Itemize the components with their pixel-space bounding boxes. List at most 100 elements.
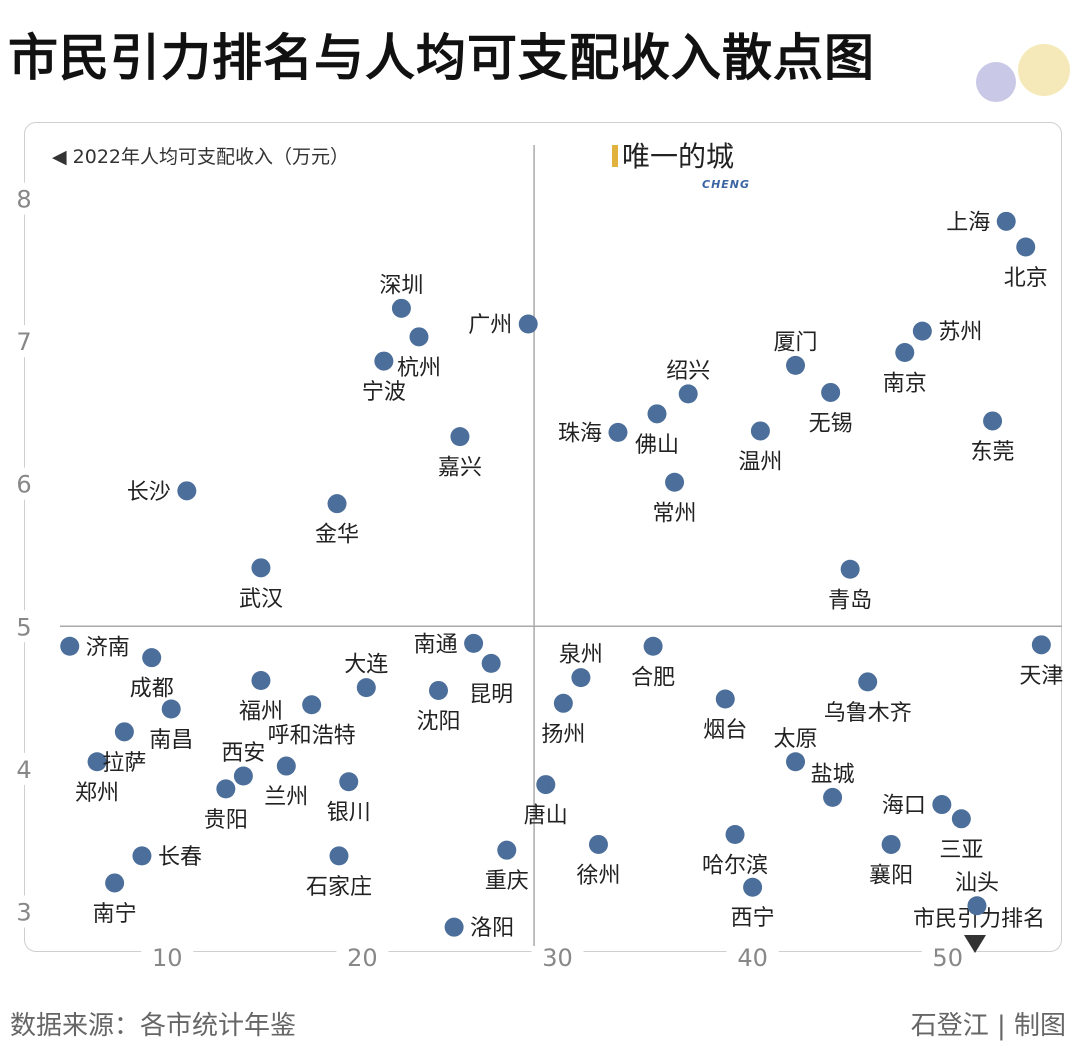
data-point (251, 558, 271, 578)
decor-circle-cream (1018, 44, 1070, 96)
data-point (608, 422, 628, 442)
data-point (678, 384, 698, 404)
data-point (588, 834, 608, 854)
point-label: 绍兴 (666, 359, 710, 384)
data-point (932, 795, 952, 815)
data-point (715, 689, 735, 709)
point-label: 深圳 (379, 273, 423, 298)
point-label: 常州 (653, 501, 697, 526)
point-label: 昆明 (469, 682, 513, 707)
point-label: 太原 (774, 727, 818, 752)
brand-logo: 唯一的城 CHENG (612, 140, 749, 191)
data-point (750, 421, 770, 441)
data-point (983, 411, 1003, 431)
point-label: 南宁 (93, 902, 137, 927)
brand-bar-mark (612, 145, 618, 167)
y-tick-label: 4 (16, 756, 31, 784)
point-label: 佛山 (635, 433, 679, 458)
data-point (302, 695, 322, 715)
point-label: 汕头 (955, 871, 999, 896)
x-tick-gap (141, 946, 194, 958)
point-label: 石家庄 (306, 875, 372, 900)
point-label: 天津 (1019, 664, 1063, 689)
data-point (786, 752, 806, 772)
data-point (464, 633, 484, 653)
data-point (391, 298, 411, 318)
point-label: 盐城 (811, 762, 855, 787)
y-tick-gap (14, 182, 36, 215)
x-tick-gap (921, 946, 974, 958)
x-tick-gap (726, 946, 779, 958)
data-point (450, 427, 470, 447)
y-tick-label: 5 (16, 613, 31, 641)
data-point (823, 787, 843, 807)
data-point (647, 404, 667, 424)
point-label: 北京 (1004, 266, 1048, 291)
data-source: 数据来源：各市统计年鉴 (10, 1011, 297, 1041)
data-point (114, 722, 134, 742)
point-label: 贵阳 (204, 808, 248, 833)
data-point (251, 670, 271, 690)
data-point (743, 877, 763, 897)
point-label: 合肥 (631, 665, 675, 690)
data-point (821, 382, 841, 402)
data-point (1031, 635, 1051, 655)
data-point (951, 809, 971, 829)
point-label: 济南 (86, 635, 130, 660)
data-point (571, 668, 591, 688)
point-label: 成都 (130, 677, 174, 702)
x-tick-label: 30 (542, 944, 573, 972)
data-point (912, 321, 932, 341)
data-point (553, 693, 573, 713)
data-point (881, 834, 901, 854)
point-label: 三亚 (939, 838, 983, 863)
x-axis-arrow-icon (964, 935, 986, 953)
point-label: 温州 (738, 450, 782, 475)
point-label: 南京 (883, 372, 927, 397)
data-point (161, 699, 181, 719)
data-point (840, 559, 860, 579)
chart-credit: 石登江 | 制图 (910, 1011, 1066, 1041)
point-label: 乌鲁木齐 (824, 701, 912, 726)
point-label: 徐州 (576, 863, 620, 888)
data-point (374, 351, 394, 371)
data-point (142, 648, 162, 668)
y-tick-gap (14, 895, 36, 928)
point-label: 长春 (158, 845, 202, 870)
data-point (858, 672, 878, 692)
point-label: 珠海 (558, 421, 602, 446)
point-label: 大连 (344, 653, 388, 678)
data-point (327, 494, 347, 514)
data-point (643, 636, 663, 656)
y-tick-gap (14, 752, 36, 785)
data-point (216, 779, 236, 799)
data-point (536, 775, 556, 795)
data-point (665, 472, 685, 492)
x-tick-label: 20 (347, 944, 378, 972)
point-label: 武汉 (239, 587, 283, 612)
point-label: 宁波 (362, 380, 406, 405)
point-label: 长沙 (127, 480, 171, 505)
decor-circle-lavender (976, 62, 1016, 102)
x-tick-gap (336, 946, 389, 958)
data-point (409, 327, 429, 347)
data-point (105, 873, 125, 893)
data-point (895, 343, 915, 363)
y-tick-gap (14, 467, 36, 500)
point-label: 杭州 (397, 356, 441, 381)
point-label: 重庆 (485, 869, 529, 894)
brand-name: 唯一的城 (622, 140, 734, 173)
point-label: 唐山 (524, 804, 568, 829)
data-point (428, 680, 448, 700)
point-label: 青岛 (828, 588, 872, 613)
point-label: 无锡 (809, 411, 853, 436)
point-label: 兰州 (264, 785, 308, 810)
data-point (1016, 237, 1036, 257)
point-label: 泉州 (559, 643, 603, 668)
scatter-points (60, 211, 1051, 937)
point-label: 烟台 (703, 718, 747, 743)
point-label: 扬州 (541, 722, 585, 747)
